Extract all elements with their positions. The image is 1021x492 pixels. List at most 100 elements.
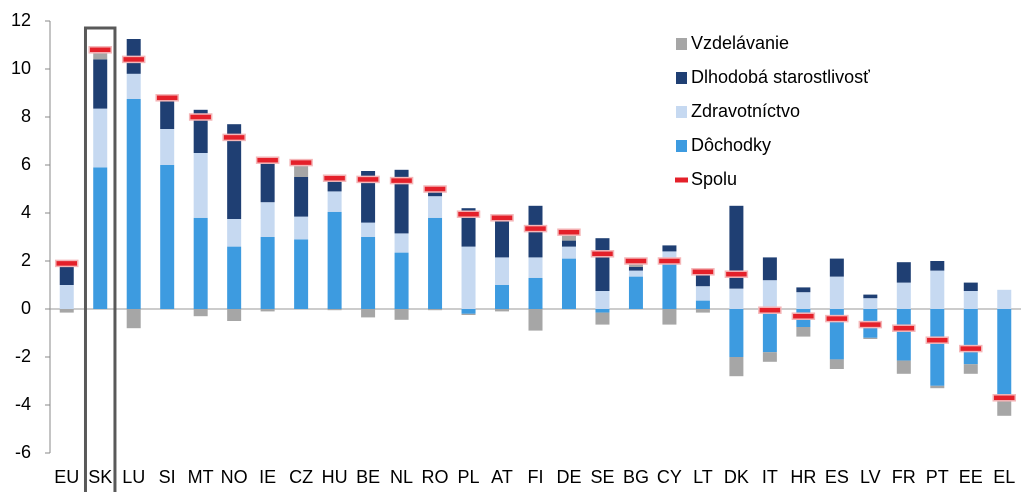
y-tick-label: 0 <box>21 298 31 318</box>
bar-segment <box>729 357 744 377</box>
bar-segment <box>863 298 878 309</box>
x-tick-label: BG <box>623 467 649 487</box>
total-marker <box>724 270 749 278</box>
bar-segment <box>930 385 945 389</box>
bar-segment <box>59 285 74 309</box>
bar-segment <box>361 171 376 223</box>
x-tick-label: EU <box>54 467 79 487</box>
total-marker <box>925 336 950 344</box>
x-tick-label: CZ <box>289 467 313 487</box>
bar-segment <box>997 399 1012 416</box>
total-marker <box>456 210 481 218</box>
x-tick-label: CY <box>657 467 682 487</box>
bar-segment <box>963 364 978 374</box>
bar-segment <box>695 286 710 301</box>
bar-segment <box>193 309 208 317</box>
bar-segment <box>628 270 643 277</box>
bar-segment <box>595 312 610 325</box>
bar-segment <box>126 73 141 99</box>
bar-segment <box>294 177 309 217</box>
bar-segment <box>93 49 108 60</box>
bar-segment <box>729 309 744 357</box>
x-tick-label: RO <box>422 467 449 487</box>
legend-label: Dôchodky <box>691 135 771 155</box>
bar-segment <box>93 167 108 309</box>
bar-segment <box>595 291 610 309</box>
bar-segment <box>695 300 710 309</box>
bar-segment <box>495 309 510 312</box>
bar-segment <box>796 327 811 337</box>
total-marker <box>188 113 213 121</box>
bar-segment <box>896 262 911 283</box>
x-tick-label: AT <box>491 467 513 487</box>
bar-segment <box>260 237 275 309</box>
bar-segment <box>260 202 275 237</box>
bar-segment <box>126 309 141 329</box>
x-tick-label: LT <box>693 467 713 487</box>
x-tick-label: IE <box>259 467 276 487</box>
bar-segment <box>863 337 878 339</box>
total-marker <box>624 257 648 265</box>
bar-segment <box>930 261 945 271</box>
x-tick-label: FR <box>892 467 916 487</box>
bar-segment <box>628 276 643 309</box>
bar-segment <box>126 99 141 309</box>
total-marker <box>54 259 79 268</box>
bar-segment <box>160 97 175 129</box>
total-marker <box>255 156 280 164</box>
bar-segment <box>662 251 677 261</box>
y-tick-label: 2 <box>21 250 31 270</box>
bar-segment <box>762 352 777 362</box>
x-tick-label: IT <box>762 467 778 487</box>
total-marker <box>222 133 246 142</box>
bar-segment <box>896 282 911 309</box>
bar-segment <box>428 309 443 311</box>
total-marker <box>657 257 682 265</box>
x-tick-label: MT <box>188 467 214 487</box>
bar-segment <box>896 309 911 361</box>
bar-segment <box>327 191 342 212</box>
x-tick-label: LU <box>122 467 145 487</box>
total-marker <box>590 250 615 258</box>
y-tick-label: -2 <box>15 346 31 366</box>
total-marker <box>557 228 581 236</box>
bar-segment <box>561 246 576 259</box>
y-tick-label: 6 <box>21 154 31 174</box>
y-tick-label: 12 <box>11 10 31 30</box>
bar-segment <box>997 289 1012 309</box>
x-tick-label: FI <box>528 467 544 487</box>
total-marker <box>88 46 112 54</box>
bar-segment <box>361 237 376 309</box>
bar-segment <box>963 291 978 309</box>
x-tick-label: EE <box>959 467 983 487</box>
y-tick-label: -4 <box>15 394 31 414</box>
bar-segment <box>729 205 744 289</box>
bar-segment <box>227 219 242 247</box>
bar-segment <box>528 309 543 331</box>
legend-swatch <box>676 72 687 84</box>
bar-segment <box>829 276 844 309</box>
x-tick-label: SE <box>590 467 614 487</box>
total-marker <box>892 324 916 332</box>
legend-label: Vzdelávanie <box>691 33 789 53</box>
bar-segment <box>227 124 242 219</box>
bar-segment <box>528 257 543 278</box>
bar-segment <box>963 282 978 291</box>
bar-segment <box>662 261 677 309</box>
bar-segment <box>461 309 476 314</box>
bar-segment <box>160 129 175 165</box>
bar-segment <box>59 263 74 285</box>
bar-segment <box>729 288 744 309</box>
bar-segment <box>394 169 409 234</box>
x-tick-label: PT <box>926 467 949 487</box>
bar-segment <box>595 309 610 313</box>
bar-segment <box>428 196 443 218</box>
bar-segment <box>294 216 309 240</box>
x-tick-label: HU <box>322 467 348 487</box>
bar-segment <box>561 232 576 241</box>
bar-segment <box>495 257 510 285</box>
x-tick-label: BE <box>356 467 380 487</box>
legend-swatch <box>676 106 687 118</box>
bar-segment <box>829 359 844 369</box>
